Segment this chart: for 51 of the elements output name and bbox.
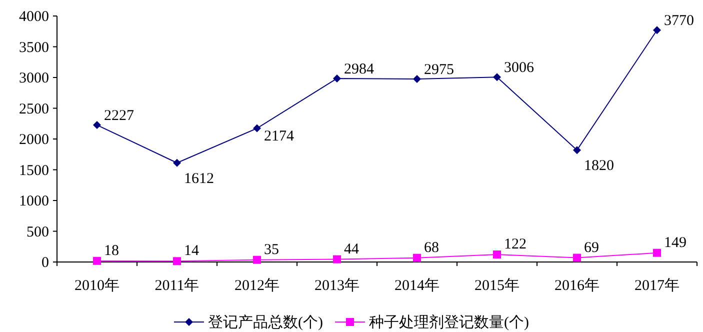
x-tick-label: 2014年	[394, 277, 440, 294]
point	[333, 74, 341, 82]
point	[93, 256, 101, 265]
x-tick-label: 2017年	[634, 277, 680, 294]
point	[573, 146, 581, 154]
data-label: 3770	[664, 13, 694, 30]
y-tick-label: 2500	[19, 101, 49, 118]
x-tick-label: 2012年	[234, 277, 280, 294]
data-label: 2227	[104, 108, 134, 124]
point	[413, 254, 421, 262]
data-label: 2984	[344, 61, 374, 78]
legend-label: 种子处理剂登记数量(个)	[369, 314, 529, 331]
y-tick-label: 3500	[19, 40, 49, 56]
point	[173, 158, 181, 167]
point	[93, 121, 101, 130]
x-tick-label: 2016年	[554, 277, 600, 294]
point	[493, 250, 501, 258]
data-label: 149	[664, 234, 686, 251]
y-tick-label: 2000	[19, 132, 49, 148]
point	[653, 248, 661, 257]
y-tick-label: 4000	[19, 9, 49, 25]
y-tick-label: 3000	[19, 70, 49, 86]
data-label: 44	[344, 241, 360, 258]
point	[333, 255, 341, 264]
data-label: 69	[584, 240, 599, 256]
point	[573, 254, 581, 262]
point	[493, 73, 501, 82]
data-label: 3006	[504, 60, 534, 76]
data-label: 122	[504, 236, 526, 252]
data-label: 68	[424, 240, 439, 256]
x-tick-label: 2010年	[74, 277, 120, 294]
point	[253, 256, 261, 264]
data-label: 2975	[424, 62, 454, 78]
data-label: 1612	[184, 170, 214, 187]
data-label: 18	[104, 242, 119, 259]
data-label: 1820	[584, 158, 614, 174]
legend-label: 登记产品总数(个)	[208, 314, 323, 331]
y-tick-label: 500	[26, 224, 49, 240]
point	[653, 26, 661, 34]
x-tick-label: 2011年	[154, 277, 200, 294]
data-label: 14	[184, 243, 200, 260]
point	[253, 124, 261, 132]
data-label: 2174	[264, 128, 294, 144]
y-tick-label: 0	[42, 255, 49, 271]
y-tick-label: 1500	[19, 162, 49, 179]
x-tick-label: 2013年	[314, 277, 360, 294]
point	[173, 257, 181, 266]
y-tick-label: 1000	[19, 194, 49, 210]
x-tick-label: 2015年	[474, 277, 520, 294]
data-label: 35	[264, 242, 279, 258]
point	[413, 75, 421, 84]
